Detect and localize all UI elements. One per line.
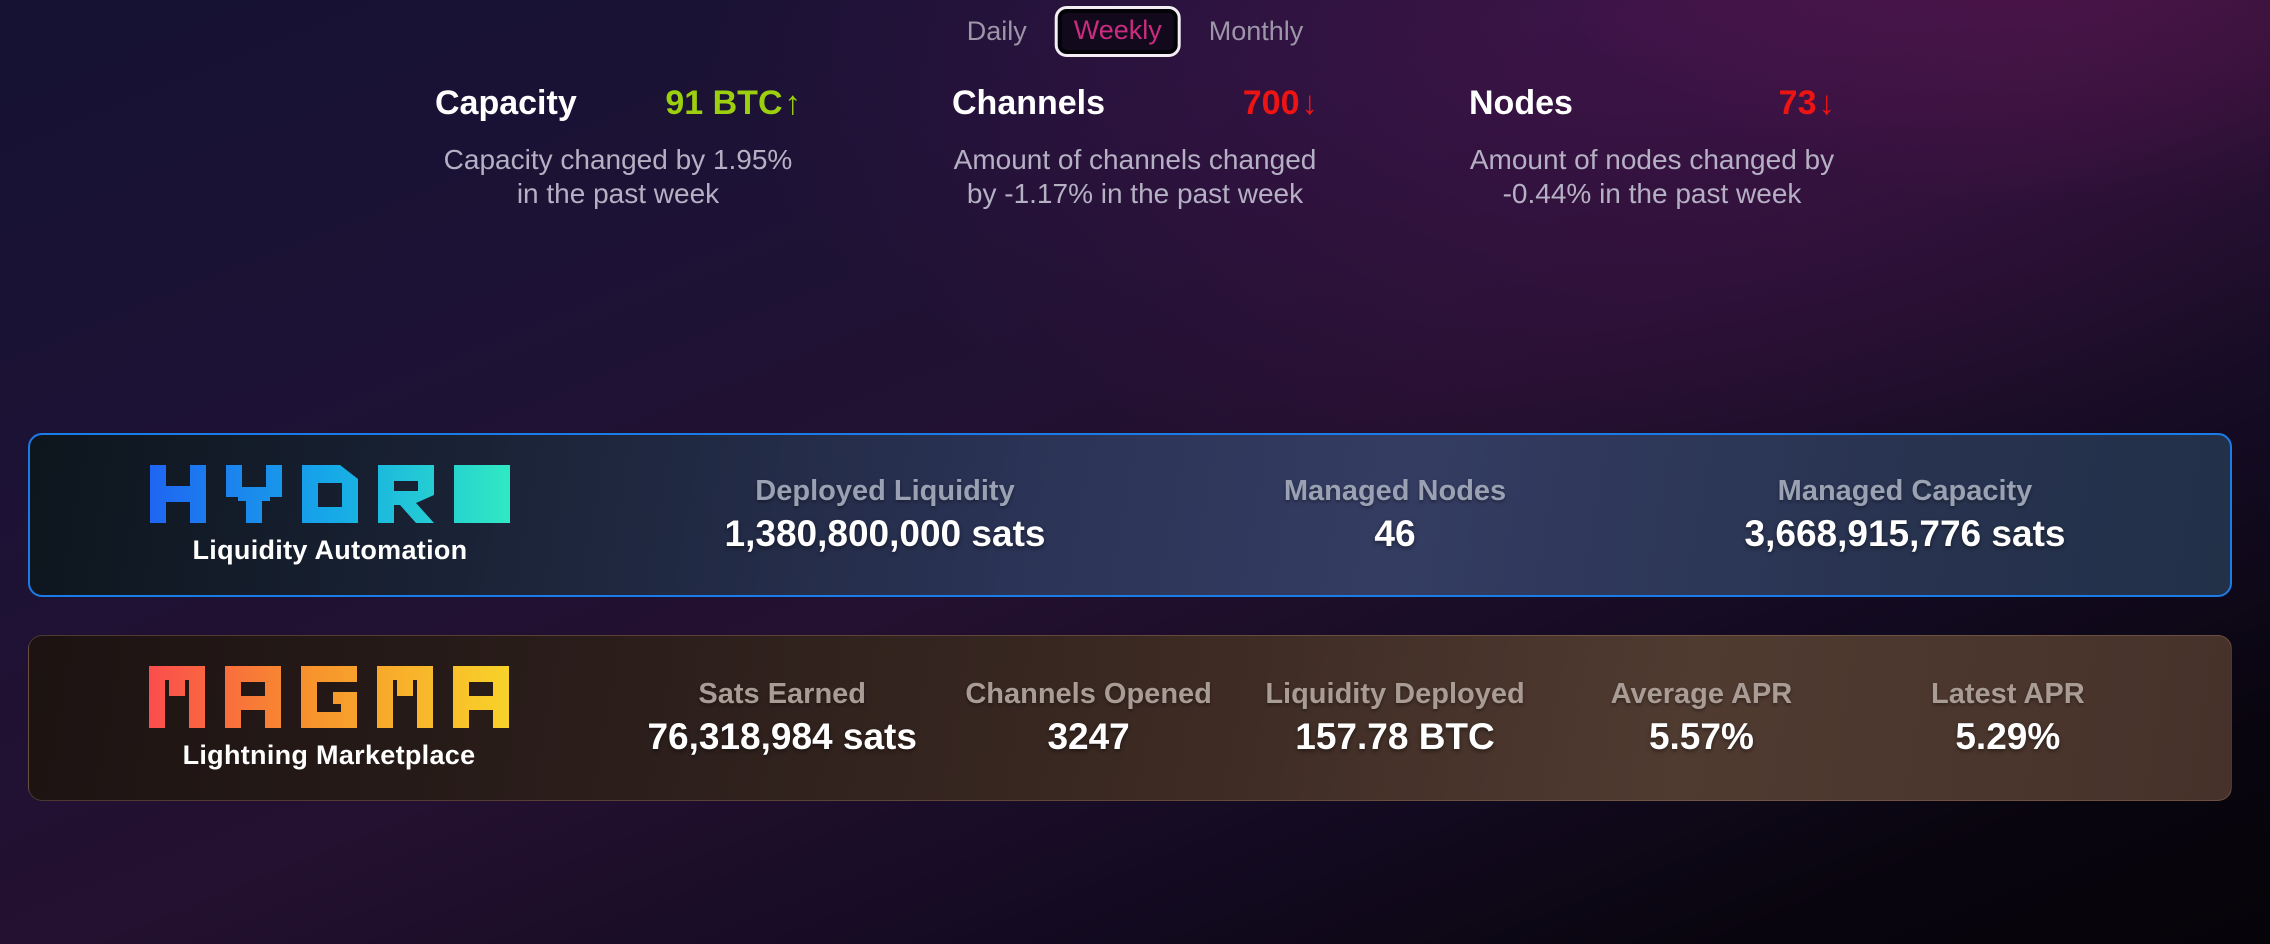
- stat-nodes: Nodes 73 ↓ Amount of nodes changed by -0.…: [1469, 84, 1835, 210]
- magma-logo: [149, 665, 509, 728]
- magma-stat-sats-earned: Sats Earned 76,318,984 sats: [629, 678, 935, 758]
- hydro-stat-value: 1,380,800,000 sats: [724, 513, 1046, 554]
- trend-up-icon: ↑: [784, 84, 802, 121]
- magma-stat-label: Latest APR: [1931, 678, 2085, 710]
- tab-daily[interactable]: Daily: [963, 8, 1031, 55]
- tab-monthly[interactable]: Monthly: [1205, 8, 1308, 55]
- magma-stat-value: 3247: [1047, 716, 1130, 757]
- stat-channels-value: 700 ↓: [1242, 84, 1319, 122]
- magma-stats: Sats Earned 76,318,984 sats Channels Ope…: [629, 678, 2231, 758]
- hydro-stat-label: Managed Nodes: [1283, 475, 1507, 507]
- hydro-card[interactable]: HYDRO Liquidity A: [28, 433, 2232, 597]
- stat-capacity-value: 91 BTC ↑: [665, 84, 802, 122]
- stat-channels: Channels 700 ↓ Amount of channels changed…: [952, 84, 1318, 210]
- stat-nodes-title: Nodes: [1469, 84, 1573, 122]
- trend-down-icon: ↓: [1818, 84, 1836, 121]
- hydro-stat-label: Deployed Liquidity: [755, 475, 1015, 507]
- network-stats-row: Capacity 91 BTC ↑ Capacity changed by 1.9…: [435, 84, 1835, 210]
- stat-nodes-value: 73 ↓: [1778, 84, 1836, 122]
- tab-weekly[interactable]: Weekly: [1054, 6, 1181, 57]
- stat-nodes-description: Amount of nodes changed by -0.44% in the…: [1469, 144, 1835, 209]
- magma-stat-label: Channels Opened: [965, 678, 1212, 710]
- hydro-stat-value: 3,668,915,776 sats: [1744, 513, 2066, 554]
- magma-tagline: Lightning Marketplace: [182, 739, 476, 770]
- magma-stat-channels-opened: Channels Opened 3247: [935, 678, 1241, 758]
- magma-stat-liquidity-deployed: Liquidity Deployed 157.78 BTC: [1242, 678, 1548, 758]
- hydro-stat-deployed-liquidity: Deployed Liquidity 1,380,800,000 sats: [630, 475, 1140, 555]
- magma-logo-block: MAGMA Lightning M: [29, 665, 629, 771]
- period-tabs: Daily Weekly Monthly: [963, 6, 1308, 57]
- stat-channels-description: Amount of channels changed by -1.17% in …: [953, 144, 1317, 209]
- hydro-logo: [150, 464, 510, 523]
- stat-capacity-description: Capacity changed by 1.95% in the past we…: [443, 144, 793, 209]
- stat-capacity-title: Capacity: [435, 84, 577, 122]
- trend-down-icon: ↓: [1301, 84, 1319, 121]
- magma-stat-latest-apr: Latest APR 5.29%: [1855, 678, 2161, 758]
- magma-stat-label: Sats Earned: [698, 678, 867, 710]
- stat-capacity: Capacity 91 BTC ↑ Capacity changed by 1.9…: [435, 84, 801, 210]
- hydro-stat-managed-nodes: Managed Nodes 46: [1140, 475, 1650, 555]
- hydro-stat-value: 46: [1374, 513, 1416, 554]
- hydro-stat-managed-capacity: Managed Capacity 3,668,915,776 sats: [1650, 475, 2160, 555]
- hydro-stat-label: Managed Capacity: [1777, 475, 2033, 507]
- magma-stat-value: 76,318,984 sats: [647, 716, 917, 757]
- hydro-logo-block: HYDRO Liquidity A: [30, 464, 630, 566]
- stat-channels-title: Channels: [952, 84, 1106, 122]
- magma-card[interactable]: MAGMA Lightning M: [28, 635, 2232, 801]
- magma-stat-value: 157.78 BTC: [1295, 716, 1495, 757]
- magma-stat-value: 5.29%: [1955, 716, 2061, 757]
- hydro-tagline: Liquidity Automation: [192, 534, 468, 565]
- magma-stat-value: 5.57%: [1648, 716, 1754, 757]
- magma-stat-label: Liquidity Deployed: [1265, 678, 1525, 710]
- hydro-stats: Deployed Liquidity 1,380,800,000 sats Ma…: [630, 475, 2230, 555]
- magma-stat-average-apr: Average APR 5.57%: [1548, 678, 1854, 758]
- magma-stat-label: Average APR: [1610, 678, 1793, 710]
